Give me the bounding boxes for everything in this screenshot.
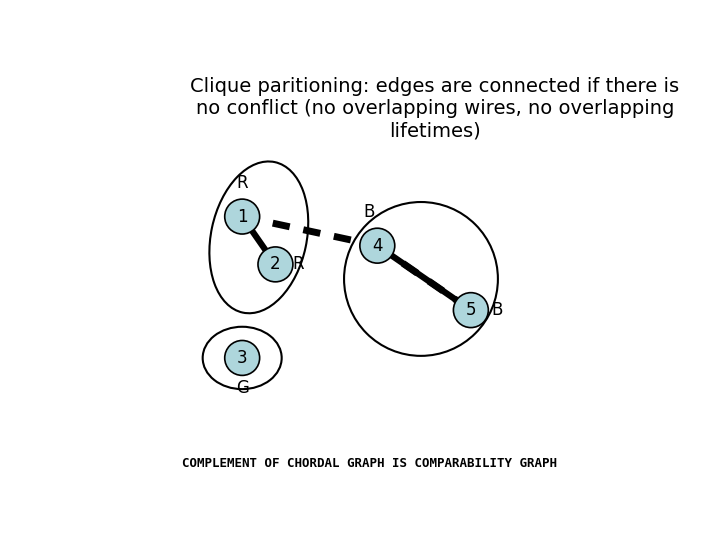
Circle shape [258,247,293,282]
Text: R: R [292,255,304,273]
Circle shape [454,293,488,328]
Text: 1: 1 [237,207,248,226]
Text: 5: 5 [466,301,476,319]
Circle shape [360,228,395,263]
Circle shape [225,341,260,375]
Text: Clique paritioning: edges are connected if there is
no conflict (no overlapping : Clique paritioning: edges are connected … [190,77,680,140]
Circle shape [225,199,260,234]
Text: B: B [364,202,374,221]
Text: B: B [492,301,503,319]
Text: 3: 3 [237,349,248,367]
Text: G: G [235,379,248,397]
Text: R: R [236,174,248,192]
Text: 4: 4 [372,237,382,255]
Text: COMPLEMENT OF CHORDAL GRAPH IS COMPARABILITY GRAPH: COMPLEMENT OF CHORDAL GRAPH IS COMPARABI… [181,457,557,470]
Text: 2: 2 [270,255,281,273]
